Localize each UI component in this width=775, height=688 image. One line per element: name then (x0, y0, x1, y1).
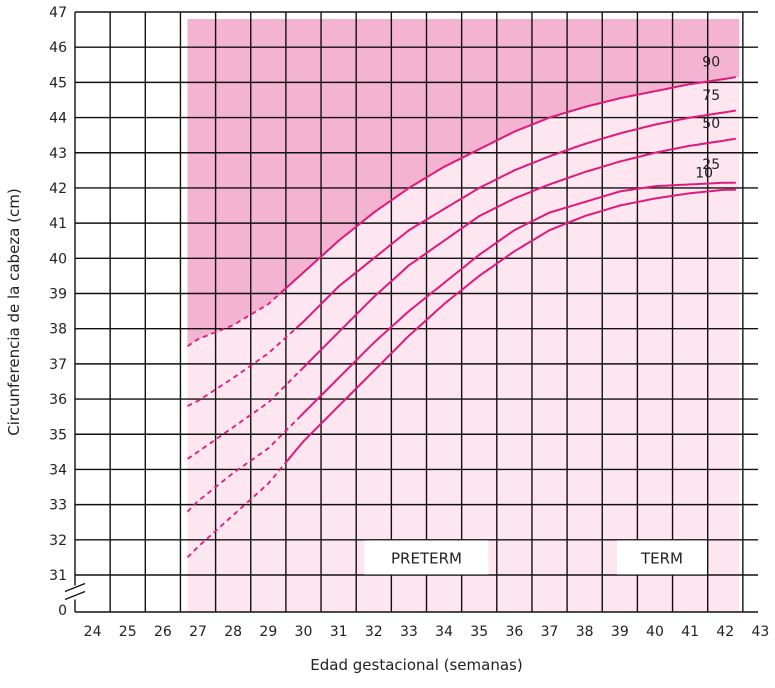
curve-p25-dashed (186, 416, 301, 513)
x-tick-label: 38 (576, 624, 594, 640)
x-tick-label: 33 (400, 624, 418, 640)
curve-p25 (186, 181, 736, 513)
y-tick-label: 41 (49, 216, 67, 232)
percentile-label-90: 90 (702, 55, 720, 71)
curve-p75 (187, 109, 736, 407)
zone-box-term (617, 540, 708, 575)
y-tick-label: 46 (49, 40, 67, 56)
x-tick-label: 36 (505, 624, 523, 640)
x-axis-title: Edad gestacional (semanas) (310, 656, 522, 674)
y-tick-label: 44 (49, 111, 67, 127)
zone-label-preterm: PRETERM (391, 549, 462, 567)
curve-p50-dashed (186, 370, 301, 460)
x-tick-label: 29 (259, 624, 277, 640)
x-tick-label: 26 (154, 624, 172, 640)
y-tick-label: 31 (49, 568, 67, 584)
x-tick-label: 30 (295, 624, 313, 640)
axis-break-mark (64, 582, 86, 593)
y-axis-title: Circunferencia de la cabeza (cm) (5, 188, 23, 435)
curve-p75-dashed (187, 327, 298, 407)
curve-p10-solid (285, 188, 736, 464)
shade-above-90 (187, 19, 740, 347)
y-tick-label: 47 (49, 5, 67, 21)
curve-p75-solid (295, 109, 736, 329)
x-tick-label: 27 (189, 624, 207, 640)
x-tick-label: 43 (752, 624, 770, 640)
x-tick-label: 31 (330, 624, 348, 640)
curve-p50 (186, 137, 736, 460)
curve-p10-dashed (186, 461, 287, 559)
x-tick-label: 40 (646, 624, 664, 640)
percentile-label-50: 50 (702, 116, 720, 132)
x-tick-label: 41 (681, 624, 699, 640)
x-tick-label: 32 (365, 624, 383, 640)
axis-break-mark (64, 590, 86, 601)
x-tick-label: 25 (119, 624, 137, 640)
x-tick-label: 34 (435, 624, 453, 640)
x-tick-label: 24 (84, 624, 102, 640)
y-tick-label: 39 (49, 287, 67, 303)
y-tick-label: 35 (49, 427, 67, 443)
y-tick-label: 37 (49, 357, 67, 373)
y-tick-label: 40 (49, 251, 67, 267)
y-tick-label: 32 (49, 533, 67, 549)
y-tick-label: 45 (49, 75, 67, 91)
y-tick-label: 42 (49, 181, 67, 197)
curve-p10 (186, 188, 736, 559)
y-tick-label: 38 (49, 322, 67, 338)
curve-p25-solid (299, 181, 736, 418)
y-tick-label: 33 (49, 498, 67, 514)
background-shading (187, 19, 740, 613)
y-tick-label: 0 (58, 603, 67, 619)
y-tick-label: 43 (49, 146, 67, 162)
percentile-label-25: 25 (702, 157, 720, 173)
x-tick-label: 35 (470, 624, 488, 640)
zone-box-preterm (364, 540, 489, 575)
percentile-label-75: 75 (702, 88, 720, 104)
curve-p90-solid (278, 76, 736, 296)
y-tick-label: 34 (49, 462, 67, 478)
curve-p50-solid (299, 137, 736, 372)
x-tick-label: 37 (541, 624, 559, 640)
curve-p90 (186, 76, 736, 348)
y-tick-label: 36 (49, 392, 67, 408)
zone-label-term: TERM (640, 549, 683, 567)
x-tick-label: 28 (224, 624, 242, 640)
x-tick-label: 42 (716, 624, 734, 640)
x-tick-label: 39 (611, 624, 629, 640)
percentile-label-10: 10 (695, 165, 713, 181)
grid (64, 11, 758, 613)
percentile-curves (186, 76, 736, 559)
